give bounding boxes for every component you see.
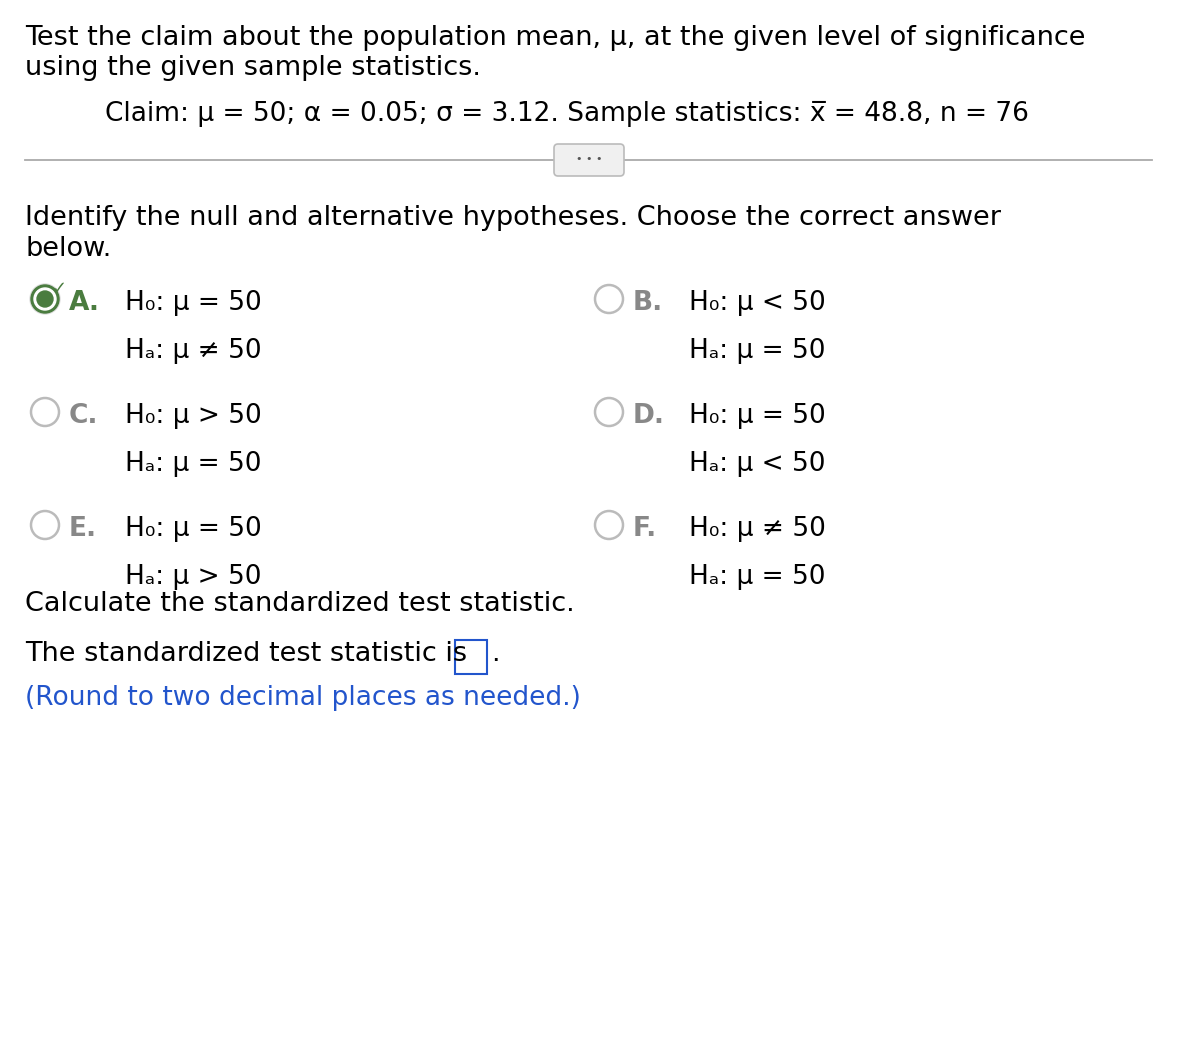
Text: .: .: [491, 641, 499, 667]
Text: F.: F.: [633, 516, 657, 542]
Text: Hₐ: μ = 50: Hₐ: μ = 50: [689, 338, 825, 364]
Circle shape: [29, 284, 60, 314]
Text: The standardized test statistic is: The standardized test statistic is: [25, 641, 467, 667]
Text: ✓: ✓: [52, 280, 67, 298]
Text: Test the claim about the population mean, μ, at the given level of significance: Test the claim about the population mean…: [25, 25, 1085, 51]
Text: Hₐ: μ ≠ 50: Hₐ: μ ≠ 50: [125, 338, 261, 364]
Text: H₀: μ > 50: H₀: μ > 50: [125, 403, 261, 429]
Text: using the given sample statistics.: using the given sample statistics.: [25, 55, 481, 81]
Text: Calculate the standardized test statistic.: Calculate the standardized test statisti…: [25, 591, 574, 617]
Text: (Round to two decimal places as needed.): (Round to two decimal places as needed.): [25, 686, 581, 711]
Text: Claim: μ = 50; α = 0.05; σ = 3.12. Sample statistics: x̅ = 48.8, n = 76: Claim: μ = 50; α = 0.05; σ = 3.12. Sampl…: [105, 101, 1029, 127]
Text: B.: B.: [633, 290, 664, 316]
Text: • • •: • • •: [576, 154, 603, 164]
Text: H₀: μ = 50: H₀: μ = 50: [689, 403, 826, 429]
Circle shape: [36, 291, 53, 307]
Text: C.: C.: [69, 403, 99, 429]
Text: E.: E.: [69, 516, 98, 542]
FancyBboxPatch shape: [554, 144, 624, 176]
Text: H₀: μ = 50: H₀: μ = 50: [125, 516, 261, 542]
Text: Identify the null and alternative hypotheses. Choose the correct answer: Identify the null and alternative hypoth…: [25, 205, 1000, 231]
Text: Hₐ: μ = 50: Hₐ: μ = 50: [689, 564, 825, 590]
Text: D.: D.: [633, 403, 665, 429]
Text: Hₐ: μ > 50: Hₐ: μ > 50: [125, 564, 261, 590]
Text: below.: below.: [25, 236, 112, 262]
Text: H₀: μ ≠ 50: H₀: μ ≠ 50: [689, 516, 826, 542]
Circle shape: [31, 285, 59, 313]
Bar: [455, 640, 487, 674]
Circle shape: [34, 289, 56, 310]
Text: A.: A.: [69, 290, 100, 316]
Text: Hₐ: μ < 50: Hₐ: μ < 50: [689, 451, 825, 477]
Text: Hₐ: μ = 50: Hₐ: μ = 50: [125, 451, 261, 477]
Text: H₀: μ < 50: H₀: μ < 50: [689, 290, 826, 316]
Text: H₀: μ = 50: H₀: μ = 50: [125, 290, 261, 316]
